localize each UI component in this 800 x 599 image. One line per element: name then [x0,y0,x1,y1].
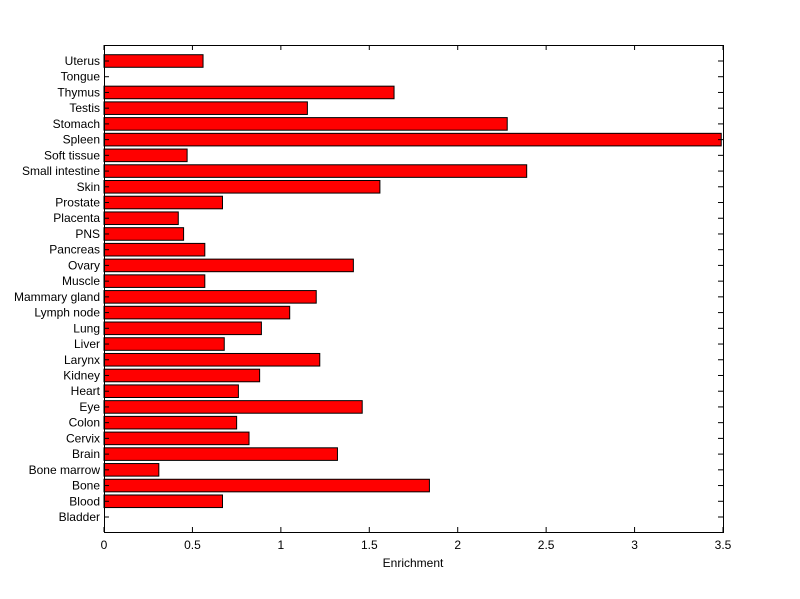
bar-pancreas [103,242,206,257]
y-tick-label-soft-tissue: Soft tissue [44,148,100,162]
bar-spleen [103,132,722,147]
bar-mammary-gland [103,290,317,304]
y-tick-label-tongue: Tongue [61,70,101,84]
y-tick-label-spleen: Spleen [63,133,100,147]
bar-cervix [103,431,250,446]
y-tick-label-eye: Eye [79,400,100,414]
bar-small-intestine [103,164,528,178]
x-tick-label: 1.5 [361,538,378,552]
x-tick-label: 2 [454,538,461,552]
bar-brain [103,447,338,461]
y-tick-label-lung: Lung [73,321,100,335]
x-ticks-group: 0 0.5 1 1.5 2 2.5 3 3.5 [101,45,732,552]
bar-testis [103,101,308,115]
bar-lung [103,321,262,336]
plot-frame [104,45,724,533]
x-tick-label: 2.5 [538,538,555,552]
y-tick-label-larynx: Larynx [64,353,100,367]
bar-lymph-node [103,305,291,320]
bar-bone-marrow [103,463,160,477]
x-tick-label: 1 [278,538,285,552]
bar-skin [103,180,381,194]
y-tick-label-lymph-node: Lymph node [34,306,100,320]
y-tick-label-heart: Heart [71,384,101,398]
y-tick-label-kidney: Kidney [63,368,100,382]
bar-eye [103,400,363,414]
bar-colon [103,415,238,430]
bar-bone [103,478,430,493]
y-tick-label-bone: Bone [72,479,100,493]
y-tick-label-mammary-gland: Mammary gland [14,290,100,304]
y-tick-label-stomach: Stomach [53,117,100,131]
bar-blood [103,494,223,509]
bar-pns [103,227,185,241]
y-tick-label-thymus: Thymus [57,85,100,99]
bar-placenta [103,211,179,226]
y-tick-label-prostate: Prostate [55,196,100,210]
bar-larynx [103,352,321,367]
bar-uterus [103,54,204,68]
y-tick-label-colon: Colon [69,416,100,430]
bar-thymus [103,85,395,100]
bar-stomach [103,117,508,131]
y-tick-label-small-intestine: Small intestine [22,164,100,178]
bar-liver [103,337,225,351]
y-tick-label-uterus: Uterus [65,54,100,68]
bar-heart [103,384,239,399]
y-tick-label-ovary: Ovary [68,258,100,272]
bar-prostate [103,195,223,210]
y-tick-label-pns: PNS [75,227,100,241]
x-tick-label: 0.5 [184,538,201,552]
bar-muscle [103,274,206,288]
y-tick-label-testis: Testis [69,101,100,115]
y-tick-label-muscle: Muscle [62,274,100,288]
y-tick-label-blood: Blood [69,494,100,508]
y-tick-label-liver: Liver [74,337,100,351]
y-tick-label-bone-marrow: Bone marrow [29,463,101,477]
y-tick-label-placenta: Placenta [53,211,100,225]
bar-ovary [103,258,354,273]
x-axis-title: Enrichment [383,556,444,570]
x-tick-label: 3.5 [715,538,732,552]
bar-soft-tissue [103,148,188,163]
bar-kidney [103,368,261,383]
y-tick-label-brain: Brain [72,447,100,461]
y-tick-label-skin: Skin [77,180,100,194]
y-tick-label-bladder: Bladder [59,510,100,524]
x-tick-label: 0 [101,538,108,552]
x-tick-label: 3 [631,538,638,552]
y-tick-label-cervix: Cervix [66,431,100,445]
y-tick-label-pancreas: Pancreas [49,243,100,257]
